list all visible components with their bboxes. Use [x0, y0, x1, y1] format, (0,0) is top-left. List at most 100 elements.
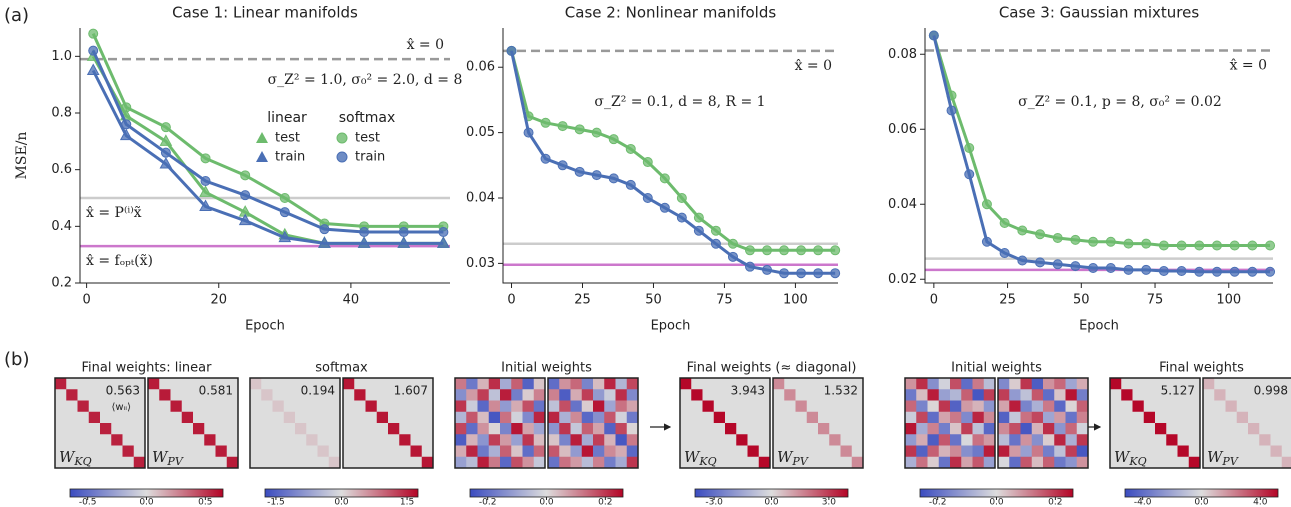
heatmap-cell	[522, 378, 535, 390]
colorbar-tick-label: 4.0	[1253, 498, 1268, 507]
heatmap-cell	[916, 456, 928, 469]
heatmap-diagonal-cell	[66, 389, 78, 401]
heatmap-group-title: Final weights	[1159, 361, 1244, 376]
marker	[659, 202, 670, 213]
reference-label: x̂ = 0	[407, 37, 444, 53]
marker	[1070, 261, 1081, 272]
heatmap-cell	[972, 423, 985, 435]
heatmap-diagonal-cell	[295, 423, 307, 435]
legend-title: softmax	[339, 110, 396, 126]
heatmap-cell	[522, 445, 535, 458]
legend-marker	[256, 132, 268, 143]
heatmap-diagonal-cell	[818, 423, 830, 435]
heatmap-cell	[570, 400, 583, 413]
heatmap-cell	[1043, 378, 1055, 390]
heatmap-cell	[559, 434, 571, 446]
heatmap-cell	[916, 411, 928, 424]
heatmap-diagonal-cell	[133, 456, 145, 468]
heatmap-cell	[626, 400, 639, 413]
heatmap-cell	[581, 423, 594, 435]
heatmap-cell	[500, 411, 512, 424]
heatmap-diagonal-cell	[77, 400, 89, 412]
heatmap-cell	[1076, 389, 1089, 401]
heatmap-cell	[570, 411, 583, 424]
heatmap-diagonal-cell	[250, 378, 262, 390]
heatmap-cell	[511, 423, 523, 435]
legend-marker	[336, 151, 348, 163]
heatmap-cell	[1054, 434, 1066, 446]
marker	[710, 238, 721, 249]
chart-title: Case 2: Nonlinear manifolds	[565, 4, 777, 22]
heatmap-cell	[593, 445, 605, 458]
heatmap-cell	[581, 411, 594, 424]
heatmap-cell	[455, 434, 467, 446]
heatmap-cell	[533, 400, 546, 413]
heatmap-cell	[950, 423, 962, 435]
heatmap-diagonal-cell	[1203, 378, 1215, 390]
heatmap-cell	[548, 434, 560, 446]
heatmap-cell	[615, 456, 628, 469]
heatmap-cell	[593, 400, 605, 413]
heatmap-cell	[938, 456, 951, 469]
marker	[999, 248, 1010, 258]
marker	[523, 127, 534, 138]
heatmap-cell	[972, 400, 985, 413]
marker	[676, 212, 687, 223]
heatmap-cell	[1065, 456, 1078, 469]
marker	[540, 153, 551, 164]
heatmap-diagonal-cell	[343, 378, 355, 390]
legend-label: test	[355, 131, 380, 146]
marker	[438, 227, 449, 237]
x-tick-label: 75	[1147, 293, 1164, 308]
heatmap-cell	[466, 411, 478, 424]
heatmap-cell	[998, 434, 1010, 446]
marker	[608, 173, 619, 184]
heatmap-cell	[511, 445, 523, 458]
heatmap-cell	[604, 389, 616, 401]
heatmap-diagonal-cell	[111, 434, 123, 446]
heatmap-cell	[1009, 423, 1021, 435]
heatmap-cell	[533, 378, 546, 390]
heatmap-cell	[559, 423, 571, 435]
marker	[625, 179, 636, 190]
chart-title: Case 1: Linear manifolds	[172, 4, 358, 22]
label-main: W	[1207, 448, 1224, 466]
x-axis-label: Epoch	[651, 319, 691, 334]
heatmap-cell	[961, 445, 973, 458]
series-line	[932, 35, 1271, 247]
heatmap-cell	[604, 400, 616, 413]
heatmap-cell	[998, 423, 1010, 435]
marker	[744, 245, 755, 256]
annotation: σ_Z² = 0.1, p = 8, σ₀² = 0.02	[1018, 94, 1222, 110]
heatmap-cell	[477, 423, 490, 435]
heatmap-cell	[511, 456, 523, 469]
marker	[199, 199, 212, 211]
heatmap-cell	[500, 423, 512, 435]
marker	[830, 268, 841, 279]
marker	[1035, 229, 1046, 240]
heatmap-cell	[998, 400, 1010, 413]
label-sub: KQ	[1128, 455, 1146, 468]
heatmap-frame	[249, 377, 341, 469]
marker	[279, 207, 290, 218]
marker	[1035, 257, 1046, 268]
marker	[946, 105, 957, 116]
marker	[981, 199, 992, 210]
heatmap-cell	[1020, 378, 1033, 390]
heatmap-cell	[938, 411, 951, 424]
heatmap-cell	[1031, 434, 1044, 446]
marker	[319, 224, 330, 235]
heatmap-cell	[455, 456, 467, 469]
marker	[240, 190, 251, 201]
label-main: W	[152, 448, 169, 466]
heatmap-cell	[533, 423, 546, 435]
heatmap-label: WPV	[152, 448, 184, 468]
colorbar-tick-label: 0.0	[334, 498, 349, 507]
heatmap-cell	[466, 456, 478, 469]
heatmap-cell	[983, 456, 996, 469]
heatmap-diagonal-cell	[170, 400, 182, 412]
marker	[1176, 266, 1187, 276]
series-line	[91, 33, 444, 228]
heatmap-diagonal-cell	[747, 445, 759, 457]
heatmap-cell	[455, 423, 467, 435]
